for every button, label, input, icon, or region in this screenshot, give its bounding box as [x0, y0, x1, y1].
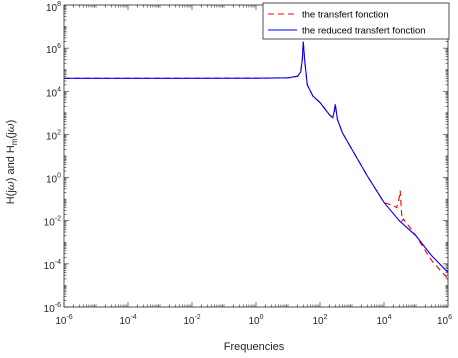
y-tick-label: 108 — [46, 1, 61, 14]
x-tick-label: 102 — [312, 314, 327, 327]
series-line-1 — [64, 41, 449, 273]
x-tick-label: 100 — [248, 314, 263, 327]
legend: the transfert fonction the reduced trans… — [262, 2, 450, 40]
plot-area — [64, 41, 449, 280]
x-tick-label: 104 — [376, 314, 391, 327]
y-tick-label: 10-6 — [44, 302, 61, 315]
y-tick-label: 102 — [46, 129, 61, 142]
x-tick-label: 10-6 — [55, 314, 72, 327]
tick-labels: 10-6 10-4 10-2 100 102 104 106 10-6 10-4 10-2 100 1… — [44, 1, 452, 327]
legend-label-reduced: the reduced transfert fonction — [302, 26, 426, 37]
y-axis-label: H(jω) and Hm(jω) — [4, 120, 19, 205]
y-tick-label: 106 — [46, 43, 61, 56]
x-tick-label: 10-4 — [119, 314, 136, 327]
legend-label-transfert: the transfert fonction — [302, 10, 389, 21]
y-tick-label: 10-4 — [44, 259, 61, 272]
x-tick-label: 106 — [437, 314, 452, 327]
y-tick-label: 100 — [46, 173, 61, 186]
x-axis-label: Frequencies — [224, 341, 285, 353]
y-tick-label: 10-2 — [44, 216, 61, 229]
x-tick-label: 10-2 — [183, 314, 200, 327]
y-tick-label: 104 — [46, 86, 61, 99]
legend-box — [262, 2, 450, 40]
